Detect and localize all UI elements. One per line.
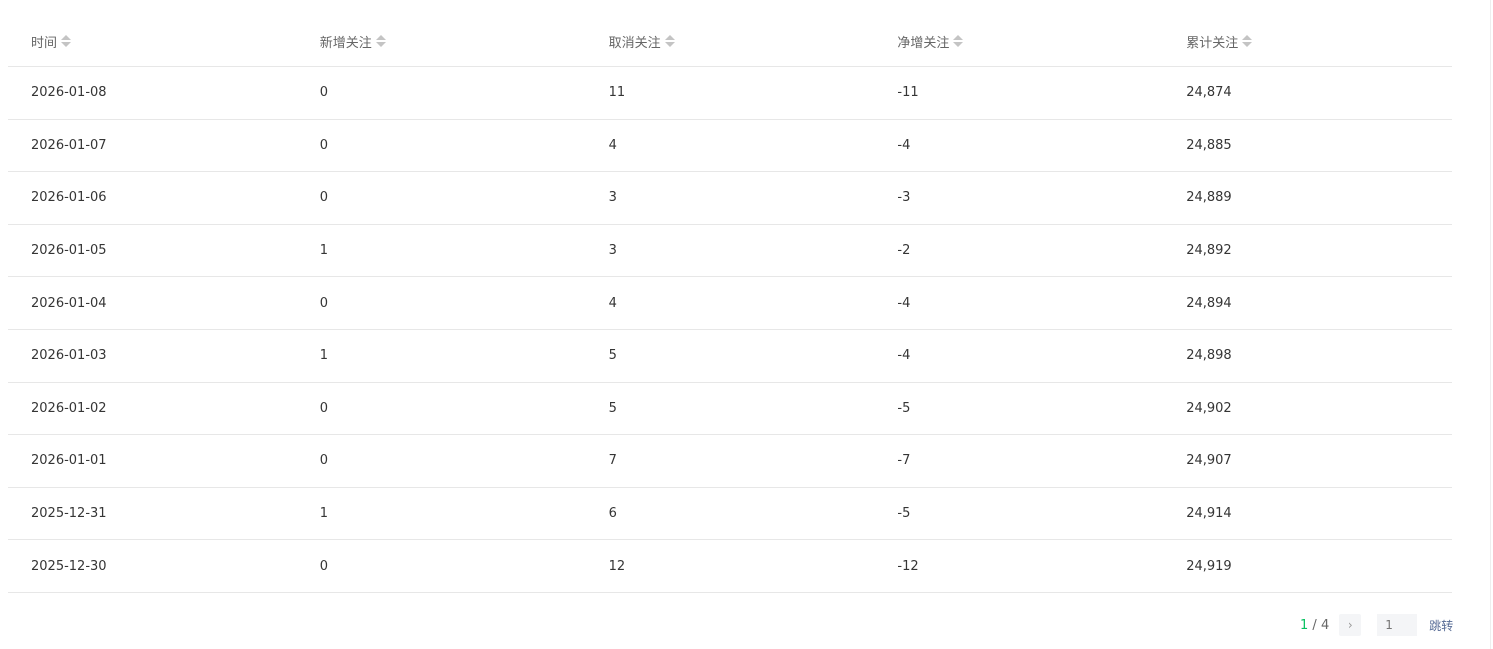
table-row: 2026-01-05 1 3 -2 24,892 [8, 225, 1452, 278]
table-row: 2025-12-31 1 6 -5 24,914 [8, 488, 1452, 541]
pagination: 1 / 4 › 跳转 [1300, 614, 1453, 636]
new-follows-cell: 0 [319, 295, 329, 311]
column-header-label: 累计关注 [1186, 35, 1239, 51]
column-header[interactable]: 净增关注 [874, 32, 1163, 51]
new-follows-cell: 0 [319, 190, 329, 206]
date-cell: 2025-12-31 [31, 506, 107, 522]
sort-icon[interactable] [375, 35, 386, 47]
column-header-label: 新增关注 [319, 35, 372, 51]
net-follows-cell: -7 [897, 453, 911, 469]
net-follows-cell: -11 [897, 85, 919, 101]
column-header-label: 取消关注 [608, 35, 661, 51]
page-number-input[interactable] [1377, 614, 1418, 636]
chevron-right-icon: › [1347, 618, 1353, 632]
column-header-label: 时间 [31, 35, 58, 51]
table-row: 2026-01-01 0 7 -7 24,907 [8, 435, 1452, 488]
table-row: 2026-01-07 0 4 -4 24,885 [8, 120, 1452, 173]
total-follows-cell: 24,894 [1186, 295, 1232, 311]
date-cell: 2026-01-07 [31, 137, 107, 153]
date-cell: 2026-01-06 [31, 190, 107, 206]
column-header[interactable]: 时间 [8, 32, 297, 51]
net-follows-cell: -4 [897, 137, 911, 153]
sort-icon[interactable] [664, 35, 675, 47]
date-cell: 2026-01-02 [31, 400, 107, 416]
unfollows-cell: 6 [608, 506, 617, 522]
sort-icon[interactable] [61, 35, 72, 47]
date-cell: 2026-01-01 [31, 453, 107, 469]
table-row: 2025-12-30 0 12 -12 24,919 [8, 540, 1452, 593]
unfollows-cell: 5 [608, 400, 617, 416]
unfollows-cell: 12 [608, 558, 626, 574]
total-follows-cell: 24,898 [1186, 348, 1232, 364]
net-follows-cell: -4 [897, 348, 911, 364]
total-follows-cell: 24,889 [1186, 190, 1232, 206]
total-follows-cell: 24,914 [1186, 506, 1232, 522]
total-pages: 4 [1320, 617, 1330, 633]
total-follows-cell: 24,885 [1186, 137, 1232, 153]
net-follows-cell: -4 [897, 295, 911, 311]
date-cell: 2026-01-03 [31, 348, 107, 364]
current-page: 1 [1300, 617, 1309, 633]
table-row: 2026-01-03 1 5 -4 24,898 [8, 330, 1452, 383]
net-follows-cell: -2 [897, 243, 911, 259]
table-row: 2026-01-06 0 3 -3 24,889 [8, 172, 1452, 225]
total-follows-cell: 24,902 [1186, 400, 1232, 416]
table-row: 2026-01-02 0 5 -5 24,902 [8, 383, 1452, 436]
new-follows-cell: 1 [319, 243, 329, 259]
sort-icon[interactable] [1242, 35, 1253, 47]
total-follows-cell: 24,907 [1186, 453, 1232, 469]
unfollows-cell: 11 [608, 85, 626, 101]
net-follows-cell: -3 [897, 190, 911, 206]
new-follows-cell: 0 [319, 137, 329, 153]
jump-button[interactable]: 跳转 [1429, 618, 1454, 633]
unfollows-cell: 4 [608, 137, 617, 153]
total-follows-cell: 24,892 [1186, 243, 1232, 259]
date-cell: 2025-12-30 [31, 558, 107, 574]
column-header[interactable]: 新增关注 [297, 32, 586, 51]
next-page-button[interactable]: › [1339, 614, 1362, 636]
column-header[interactable]: 累计关注 [1163, 32, 1452, 51]
data-table: 时间 新增关注 取消关注 净增关注 累计关注 2026-01-08 0 11 -11 24,87… [8, 16, 1452, 593]
unfollows-cell: 3 [608, 190, 617, 206]
date-cell: 2026-01-04 [31, 295, 107, 311]
unfollows-cell: 4 [608, 295, 617, 311]
table-row: 2026-01-08 0 11 -11 24,874 [8, 67, 1452, 120]
unfollows-cell: 5 [608, 348, 617, 364]
net-follows-cell: -5 [897, 400, 911, 416]
total-follows-cell: 24,919 [1186, 558, 1232, 574]
new-follows-cell: 0 [319, 400, 329, 416]
new-follows-cell: 1 [319, 348, 329, 364]
new-follows-cell: 1 [319, 506, 329, 522]
scrollbar-track [1490, 0, 1491, 649]
net-follows-cell: -12 [897, 558, 919, 574]
column-header-label: 净增关注 [897, 35, 950, 51]
unfollows-cell: 7 [608, 453, 617, 469]
table-header: 时间 新增关注 取消关注 净增关注 累计关注 [8, 16, 1452, 67]
table-row: 2026-01-04 0 4 -4 24,894 [8, 277, 1452, 330]
new-follows-cell: 0 [319, 85, 329, 101]
new-follows-cell: 0 [319, 558, 329, 574]
column-header[interactable]: 取消关注 [586, 32, 875, 51]
new-follows-cell: 0 [319, 453, 329, 469]
net-follows-cell: -5 [897, 506, 911, 522]
date-cell: 2026-01-08 [31, 85, 107, 101]
sort-icon[interactable] [953, 35, 964, 47]
date-cell: 2026-01-05 [31, 243, 107, 259]
page-separator: / [1308, 617, 1321, 633]
total-follows-cell: 24,874 [1186, 85, 1232, 101]
unfollows-cell: 3 [608, 243, 617, 259]
